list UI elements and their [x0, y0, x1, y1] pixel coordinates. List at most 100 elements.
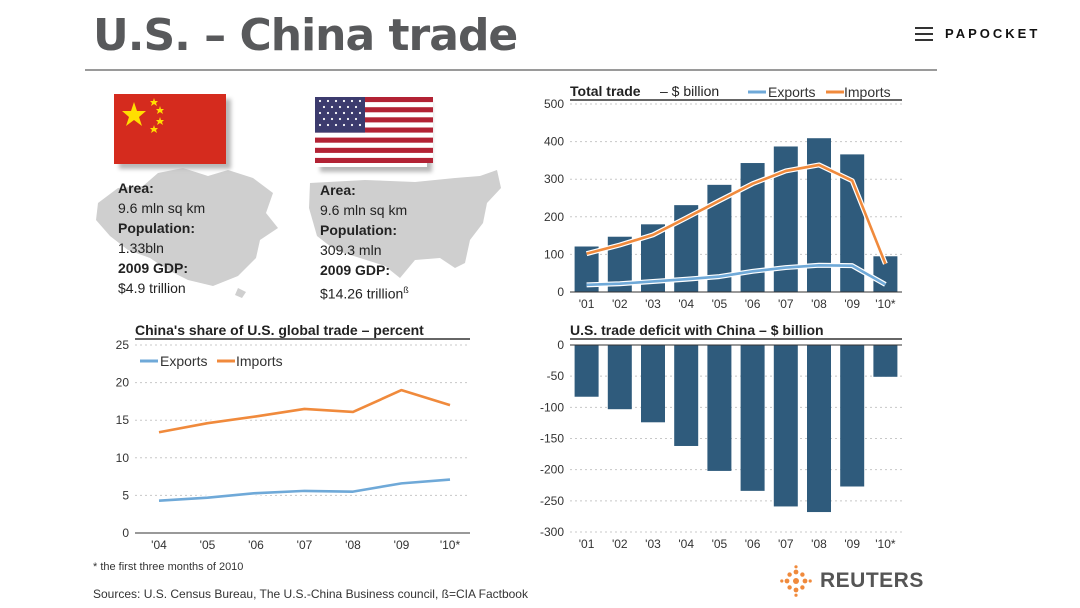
trade-deficit-bar — [807, 345, 831, 513]
china-share-title: China's share of U.S. global trade – per… — [135, 322, 424, 338]
total-trade-title: Total trade — [570, 83, 641, 99]
trade-deficit-x-tick-label: '05 — [712, 537, 728, 551]
trade-deficit-y-tick-label: -200 — [540, 463, 564, 477]
trade-deficit-bar — [840, 345, 865, 487]
total-trade-legend-imports: Imports — [844, 84, 891, 100]
total-trade-x-tick-label: '04 — [678, 297, 694, 311]
total-trade-y-tick-label: 400 — [544, 135, 564, 149]
trade-deficit-x-tick-label: '04 — [678, 537, 694, 551]
trade-deficit-y-tick-label: 0 — [557, 338, 564, 352]
title-divider — [85, 69, 937, 71]
reuters-name: REUTERS — [820, 569, 924, 592]
china-share-x-tick-label: '08 — [345, 538, 361, 552]
total-trade-y-tick-label: 300 — [544, 172, 564, 186]
trade-deficit-bar — [574, 345, 599, 397]
china-share-chart: 0 5 10 15 20 25 '04 '05 '06 '07 '08 '09 '10* China's … — [116, 322, 470, 552]
total-trade-chart: 0 100 200 300 400 500 '01 '02 '03 '04 '05 '06 '07 '08… — [544, 83, 902, 311]
us-flag-icon — [315, 97, 433, 167]
total-trade-subtitle: – $ billion — [660, 83, 719, 99]
total-trade-x-tick-label: '09 — [844, 297, 860, 311]
total-trade-x-tick-label: '08 — [811, 297, 827, 311]
trade-deficit-bar — [740, 345, 765, 491]
china-area-value: 9.6 mln sq km — [118, 200, 206, 216]
usa-population-label: Population: — [320, 222, 397, 238]
china-share-exports-line — [158, 478, 451, 502]
reuters-brand: REUTERS — [780, 565, 924, 597]
hamburger-menu-icon[interactable] — [915, 26, 933, 41]
footnote: * the first three months of 2010 — [93, 561, 244, 573]
china-flag-icon — [114, 94, 226, 164]
usa-gdp-value: $14.26 trillion — [320, 285, 404, 302]
total-trade-x-tick-label: '10* — [875, 297, 896, 311]
trade-deficit-bar — [641, 345, 665, 423]
reuters-logo-icon — [780, 565, 812, 597]
china-share-legend-imports: Imports — [236, 353, 283, 369]
brand-name[interactable]: PAPOCKET — [945, 26, 1041, 41]
total-trade-legend-exports: Exports — [768, 84, 815, 100]
china-gdp-value: $4.9 trillion — [118, 280, 186, 296]
total-trade-x-tick-label: '03 — [645, 297, 661, 311]
trade-deficit-chart: 0 -50 -100 -150 -200 -250 -300 '01 '02 '03 '04 '05 '… — [540, 322, 902, 551]
trade-deficit-x-tick-label: '07 — [778, 537, 794, 551]
total-trade-imports-line — [586, 163, 887, 265]
trade-deficit-bar — [607, 345, 632, 410]
china-share-y-tick-label: 15 — [116, 413, 130, 427]
trade-deficit-title: U.S. trade deficit with China – $ billio… — [570, 322, 824, 338]
china-share-imports-line — [158, 388, 451, 434]
china-share-y-tick-label: 25 — [116, 338, 130, 352]
trade-deficit-x-tick-label: '02 — [612, 537, 628, 551]
china-area-label: Area: — [118, 180, 154, 196]
china-share-y-tick-label: 20 — [116, 376, 130, 390]
trade-deficit-x-tick-label: '08 — [811, 537, 827, 551]
total-trade-x-tick-label: '07 — [778, 297, 794, 311]
china-share-legend-exports: Exports — [160, 353, 207, 369]
total-trade-x-tick-label: '05 — [712, 297, 728, 311]
trade-deficit-bar — [707, 345, 732, 471]
china-gdp-label: 2009 GDP: — [118, 260, 189, 276]
us-map-icon — [309, 170, 501, 278]
china-share-y-tick-label: 0 — [122, 526, 129, 540]
total-trade-y-tick-label: 500 — [544, 97, 564, 111]
total-trade-y-tick-label: 0 — [557, 285, 564, 299]
usa-area-value: 9.6 mln sq km — [320, 202, 408, 218]
usa-gdp-note: ß — [403, 285, 409, 295]
total-trade-y-tick-label: 200 — [544, 210, 564, 224]
trade-deficit-x-tick-label: '06 — [745, 537, 761, 551]
china-share-y-tick-label: 5 — [122, 488, 129, 502]
page-title: U.S. – China trade — [93, 10, 518, 61]
china-share-x-tick-label: '06 — [248, 538, 264, 552]
usa-population-value: 309.3 mln — [320, 242, 382, 258]
china-share-x-tick-label: '09 — [394, 538, 410, 552]
trade-deficit-bar — [873, 345, 898, 377]
china-population-label: Population: — [118, 220, 195, 236]
total-trade-y-tick-label: 100 — [544, 247, 564, 261]
china-info: Area: 9.6 mln sq km Population: 1.33bln … — [118, 178, 205, 298]
total-trade-bar — [807, 138, 831, 292]
trade-deficit-bar — [773, 345, 798, 507]
trade-deficit-y-tick-label: -100 — [540, 400, 564, 414]
brand[interactable]: PAPOCKET — [915, 26, 1040, 41]
usa-info: Area: 9.6 mln sq km Population: 309.3 ml… — [320, 180, 409, 304]
china-share-x-tick-label: '07 — [297, 538, 313, 552]
trade-deficit-y-tick-label: -250 — [540, 494, 564, 508]
trade-deficit-x-tick-label: '10* — [875, 537, 896, 551]
china-share-x-tick-label: '10* — [440, 538, 461, 552]
china-share-x-tick-label: '04 — [151, 538, 167, 552]
trade-deficit-y-tick-label: -150 — [540, 432, 564, 446]
trade-deficit-bar — [674, 345, 699, 446]
trade-deficit-y-tick-label: -300 — [540, 525, 564, 539]
china-share-x-tick-label: '05 — [200, 538, 216, 552]
china-share-imports-line-halo — [158, 387, 451, 435]
usa-area-label: Area: — [320, 182, 356, 198]
total-trade-exports-line — [586, 264, 887, 287]
china-population-value: 1.33bln — [118, 240, 164, 256]
trade-deficit-x-tick-label: '01 — [579, 537, 595, 551]
total-trade-x-tick-label: '01 — [579, 297, 595, 311]
trade-deficit-x-tick-label: '03 — [645, 537, 661, 551]
total-trade-x-tick-label: '06 — [745, 297, 761, 311]
trade-deficit-x-tick-label: '09 — [844, 537, 860, 551]
total-trade-x-tick-label: '02 — [612, 297, 628, 311]
china-map-icon — [96, 168, 278, 298]
sources-note: Sources: U.S. Census Bureau, The U.S.-Ch… — [93, 587, 528, 601]
china-share-y-tick-label: 10 — [116, 451, 130, 465]
